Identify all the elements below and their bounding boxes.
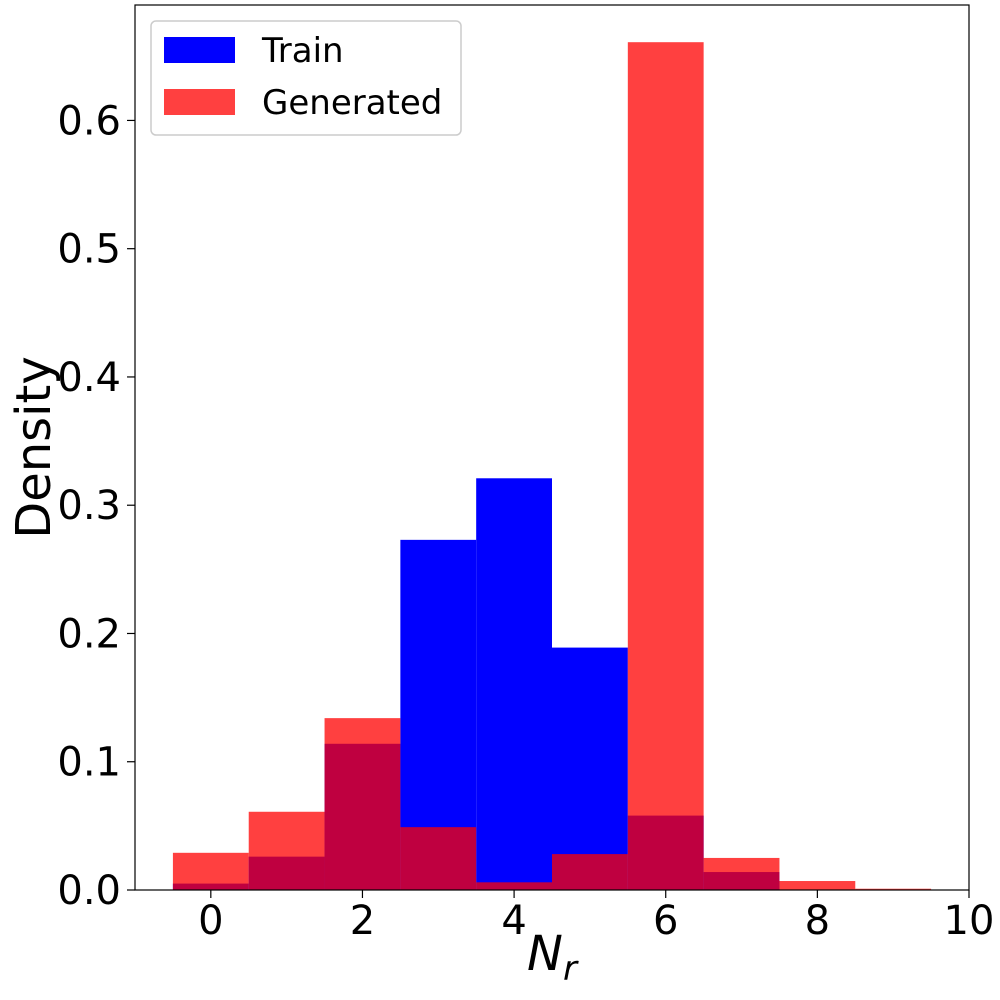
plot-frame	[134, 4, 970, 891]
y-tick-label: 0.2	[57, 611, 121, 657]
x-tick-label: 6	[653, 898, 678, 944]
bar-generated-6	[627, 42, 704, 890]
bar-generated-1	[248, 811, 325, 890]
legend-label-train: Train	[261, 31, 344, 71]
legend: Train Generated	[150, 20, 462, 136]
y-tick-label: 0.6	[57, 98, 121, 144]
legend-swatch-train	[164, 37, 235, 63]
bar-train-5	[552, 647, 628, 890]
bar-generated-2	[324, 718, 401, 890]
bar-generated-5	[552, 854, 628, 890]
x-tick-label: 10	[944, 898, 995, 944]
y-tick-label: 0.0	[57, 868, 121, 914]
x-tick-label: 4	[501, 898, 526, 944]
x-axis-title: Nr	[527, 926, 579, 989]
bar-generated-0	[172, 852, 249, 890]
y-tick-label: 0.5	[57, 227, 121, 273]
y-axis: 0.0 0.1 0.2 0.3 0.4 0.5 0.6	[57, 98, 135, 914]
x-axis: 0 2 4 6 8 10	[198, 890, 994, 944]
bar-generated-7	[703, 857, 780, 890]
legend-label-generated: Generated	[262, 83, 442, 123]
bar-generated-8	[779, 881, 856, 890]
x-tick-label: 2	[350, 898, 375, 944]
bar-train-4	[476, 478, 552, 890]
y-axis-title: Density	[6, 356, 62, 538]
x-tick-label: 0	[198, 898, 223, 944]
y-tick-label: 0.4	[57, 355, 121, 401]
bar-generated-9	[855, 888, 932, 890]
bar-generated-3	[400, 827, 477, 890]
bar-generated-4	[476, 882, 552, 890]
x-axis-title-main: N	[527, 926, 563, 982]
legend-swatch-generated	[164, 89, 235, 115]
y-tick-label: 0.1	[57, 740, 121, 786]
x-tick-label: 8	[805, 898, 830, 944]
y-tick-label: 0.3	[57, 483, 121, 529]
x-axis-title-subscript: r	[563, 949, 579, 989]
bars-layer	[172, 42, 932, 890]
